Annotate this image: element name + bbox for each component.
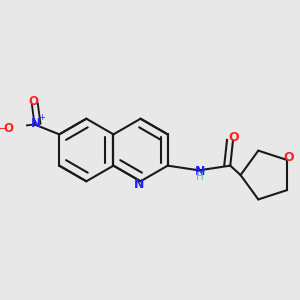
- Text: N: N: [31, 117, 41, 130]
- Text: O: O: [229, 131, 239, 144]
- Text: N: N: [134, 178, 144, 190]
- Text: +: +: [38, 113, 45, 122]
- Text: O: O: [3, 122, 14, 135]
- Text: O: O: [28, 95, 38, 108]
- Text: O: O: [283, 151, 294, 164]
- Text: H: H: [196, 172, 204, 182]
- Text: −: −: [0, 124, 6, 134]
- Text: N: N: [195, 165, 206, 178]
